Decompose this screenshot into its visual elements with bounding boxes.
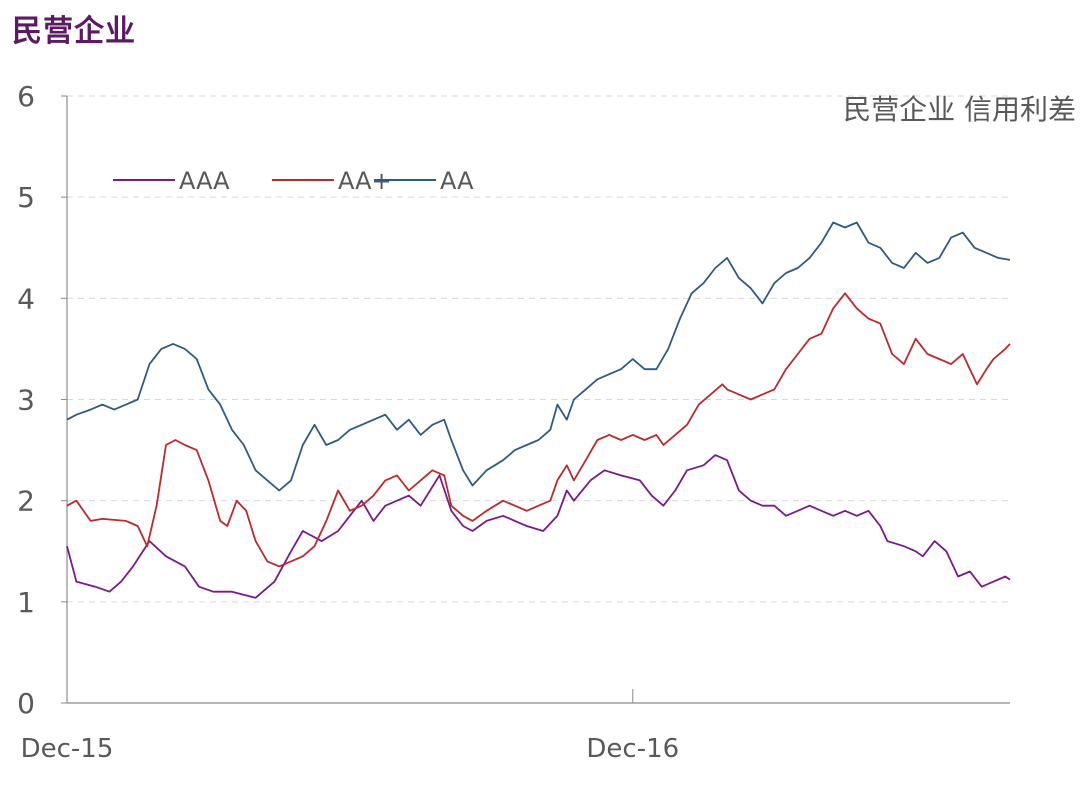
x-tick-label: Dec-15 — [21, 734, 114, 764]
axis-layer — [61, 95, 1010, 704]
chart-title: 民营企业 信用利差 — [843, 93, 1076, 126]
y-tick-label: 1 — [17, 586, 35, 619]
y-tick-label: 2 — [17, 485, 35, 518]
y-tick-label: 0 — [17, 687, 35, 720]
page-title: 民营企业 — [12, 14, 136, 49]
grid-layer — [67, 95, 1010, 603]
y-tick-label: 6 — [17, 80, 35, 113]
y-tick-label: 3 — [17, 384, 35, 417]
legend-layer: AAA AA+ AA — [113, 167, 474, 195]
y-tick-label: 5 — [17, 181, 35, 214]
legend-label: AA — [440, 167, 474, 195]
series-line-aa-plus — [66, 292, 1011, 568]
series-line-aaa — [66, 454, 1011, 599]
y-tick-label: 4 — [17, 282, 35, 315]
x-tick-label: Dec-16 — [586, 734, 679, 764]
series-line-aa — [66, 221, 1011, 492]
series-layer — [66, 221, 1011, 599]
legend-label: AAA — [179, 167, 230, 195]
